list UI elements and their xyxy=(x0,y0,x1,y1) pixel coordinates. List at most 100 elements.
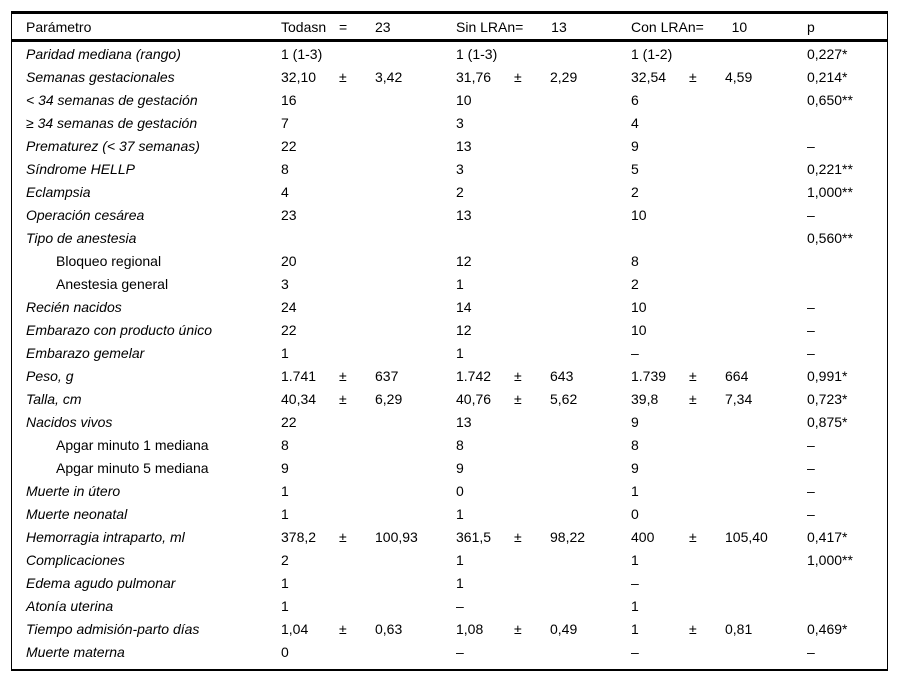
cell-value: 1 xyxy=(631,597,639,614)
cell-value: 32,54 xyxy=(631,68,667,85)
cell-todas: 8 xyxy=(281,161,456,177)
cell-con-lra: 5 xyxy=(631,161,807,177)
cell-todas: 24 xyxy=(281,299,456,315)
row-label: Tiempo admisión-parto días xyxy=(26,620,200,637)
cell-value: 13 xyxy=(456,206,472,223)
cell-sd: 4,59 xyxy=(725,68,753,85)
cell-value: 1 xyxy=(456,344,464,361)
cell-value: 40,34 xyxy=(281,390,317,407)
cell-p-value: 0,991* xyxy=(807,367,848,384)
cell-sd: 100,93 xyxy=(375,528,418,545)
cell-p-value: 1,000** xyxy=(807,551,853,568)
cell-value: 9 xyxy=(631,459,639,476)
cell-value: 13 xyxy=(456,413,472,430)
cell-sd: 7,34 xyxy=(725,390,753,407)
cell-con-lra: 9 xyxy=(631,138,807,154)
cell-value: 13 xyxy=(456,137,472,154)
plus-minus-sign: ± xyxy=(339,68,347,85)
cell-p-value: – xyxy=(807,298,815,315)
cell-sd: 105,40 xyxy=(725,528,768,545)
table-row: Muerte materna 0 – – – xyxy=(12,640,887,663)
cell-todas: 1 xyxy=(281,506,456,522)
cell-value: 2 xyxy=(281,551,289,568)
cell-value: 1 (1-2) xyxy=(631,45,673,62)
cell-sin-lra: 1 xyxy=(456,506,631,522)
cell-sd: 2,29 xyxy=(550,68,578,85)
cell-value: 0 xyxy=(456,482,464,499)
plus-minus-sign: ± xyxy=(339,367,347,384)
cell-value: 6 xyxy=(631,91,639,108)
table-row: ≥ 34 semanas de gestación 7 3 4 xyxy=(12,111,887,134)
cell-p-value: 0,650** xyxy=(807,91,853,108)
cell-value: 14 xyxy=(456,298,472,315)
row-label: Tipo de anestesia xyxy=(26,229,137,246)
cell-todas: 1,04 ± 0,63 xyxy=(281,621,456,637)
cell-value: 1 xyxy=(281,597,289,614)
group-count: 13 xyxy=(551,18,567,35)
cell-todas: 16 xyxy=(281,92,456,108)
cell-p-value: – xyxy=(807,505,815,522)
cell-sin-lra: 1 xyxy=(456,345,631,361)
cell-sd: 5,62 xyxy=(550,390,578,407)
cell-con-lra: 2 xyxy=(631,276,807,292)
header-group-sin-lra: Sin LRA n = 13 xyxy=(456,19,631,35)
cell-sd: 637 xyxy=(375,367,399,384)
cell-con-lra: 6 xyxy=(631,92,807,108)
row-label: Muerte materna xyxy=(26,643,125,660)
cell-value: 4 xyxy=(631,114,639,131)
cell-sin-lra: 13 xyxy=(456,414,631,430)
cell-sd: 643 xyxy=(550,367,574,384)
cell-todas: 1 (1-3) xyxy=(281,46,456,62)
cell-value: 10 xyxy=(631,321,647,338)
cell-value: 1 (1-3) xyxy=(456,45,498,62)
cell-value: 8 xyxy=(631,436,639,453)
cell-sin-lra: 1.742 ± 643 xyxy=(456,368,631,384)
plus-minus-sign: ± xyxy=(514,367,522,384)
cell-todas: 378,2 ± 100,93 xyxy=(281,529,456,545)
cell-con-lra: 10 xyxy=(631,322,807,338)
table-row: Anestesia general 3 1 2 xyxy=(12,272,887,295)
cell-value: 1.739 xyxy=(631,367,667,384)
group-equals-sign: = xyxy=(515,18,524,35)
row-label: Hemorragia intraparto, ml xyxy=(26,528,185,545)
cell-value: 3 xyxy=(456,160,464,177)
table-row: Talla, cm 40,34 ± 6,29 40,76 ± 5,62 39,8… xyxy=(12,387,887,410)
cell-value: 1 xyxy=(631,482,639,499)
cell-con-lra: 32,54 ± 4,59 xyxy=(631,69,807,85)
cell-con-lra: 9 xyxy=(631,460,807,476)
row-label: Operación cesárea xyxy=(26,206,145,223)
cell-todas: 22 xyxy=(281,414,456,430)
row-label: Edema agudo pulmonar xyxy=(26,574,176,591)
cell-value: 12 xyxy=(456,252,472,269)
cell-value: 9 xyxy=(631,413,639,430)
table-row: Bloqueo regional 20 12 8 xyxy=(12,249,887,272)
cell-value: 22 xyxy=(281,137,297,154)
row-label: Semanas gestacionales xyxy=(26,68,175,85)
cell-p-value: 0,469* xyxy=(807,620,848,637)
cell-value: 2 xyxy=(631,183,639,200)
cell-sin-lra: 1 xyxy=(456,276,631,292)
cell-todas: 32,10 ± 3,42 xyxy=(281,69,456,85)
cell-sd: 3,42 xyxy=(375,68,403,85)
cell-todas: 1 xyxy=(281,598,456,614)
cell-value: 1 xyxy=(456,574,464,591)
cell-sin-lra: 1 xyxy=(456,575,631,591)
cell-value: 9 xyxy=(631,137,639,154)
cell-p-value: – xyxy=(807,137,815,154)
cell-value: 1 xyxy=(281,574,289,591)
group-equals-sign: = xyxy=(339,18,348,35)
cell-value: 1 xyxy=(456,505,464,522)
row-label: Recién nacidos xyxy=(26,298,122,315)
cell-todas: 1 xyxy=(281,345,456,361)
cell-value: 16 xyxy=(281,91,297,108)
plus-minus-sign: ± xyxy=(689,68,697,85)
header-parametro: Parámetro xyxy=(26,18,92,35)
cell-todas: 7 xyxy=(281,115,456,131)
cell-p-value: 0,214* xyxy=(807,68,848,85)
cell-p-value: – xyxy=(807,436,815,453)
cell-sd: 0,81 xyxy=(725,620,753,637)
cell-value: 0 xyxy=(631,505,639,522)
cell-value: 39,8 xyxy=(631,390,659,407)
group-name-text: Con LRA xyxy=(631,18,688,35)
